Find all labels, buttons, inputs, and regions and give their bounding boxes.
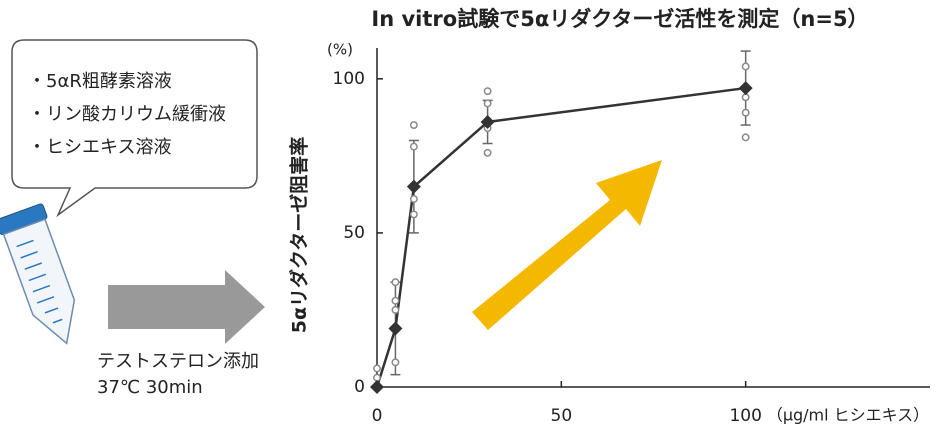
replicate-point bbox=[483, 87, 492, 96]
mean-point bbox=[370, 380, 384, 394]
replicate-point bbox=[391, 306, 400, 314]
process-arrow bbox=[108, 270, 265, 344]
replicate-point bbox=[483, 99, 492, 108]
bubble-line: ・ヒシエキス溶液 bbox=[28, 137, 171, 158]
replicate-point bbox=[391, 296, 400, 305]
mean-line bbox=[375, 86, 746, 388]
replicate-point bbox=[483, 148, 492, 157]
y-unit: (%) bbox=[327, 41, 353, 59]
y-tick-label: 0 bbox=[354, 377, 365, 397]
mean-point bbox=[406, 179, 421, 194]
test-tube bbox=[0, 203, 76, 345]
replicate-point bbox=[741, 62, 750, 71]
speech-bubble bbox=[11, 39, 258, 218]
replicate-point bbox=[409, 195, 418, 203]
y-axis-label: 5αリダクターゼ阻害率 bbox=[288, 137, 311, 334]
replicate-point bbox=[373, 364, 381, 373]
step-line: テストステロン添加 bbox=[97, 351, 259, 372]
mean-point bbox=[480, 114, 495, 129]
replicate-point bbox=[741, 93, 750, 102]
x-tick-label: 0 bbox=[372, 406, 383, 426]
x-tick-label: 100 bbox=[729, 406, 761, 426]
trend-arrow bbox=[472, 160, 662, 330]
mean-point bbox=[738, 81, 753, 96]
replicate-point bbox=[391, 278, 400, 287]
replicate-point bbox=[391, 358, 400, 367]
replicate-point bbox=[409, 142, 418, 151]
x-tick-label: 50 bbox=[551, 406, 573, 426]
replicate-point bbox=[741, 108, 750, 117]
chart-title: In vitro試験で5αリダクターゼ活性を測定（n=5） bbox=[371, 7, 868, 31]
bubble-line: ・5αR粗酵素溶液 bbox=[28, 71, 172, 92]
replicate-point bbox=[409, 210, 418, 219]
replicate-point bbox=[373, 373, 381, 382]
step-line: 37℃ 30min bbox=[97, 377, 203, 398]
mean-point bbox=[388, 321, 403, 336]
replicate-point bbox=[409, 121, 418, 129]
bubble-line: ・リン酸カリウム緩衝液 bbox=[28, 104, 226, 125]
y-tick-label: 50 bbox=[343, 223, 365, 243]
y-tick-label: 100 bbox=[333, 69, 365, 89]
x-unit: （μg/ml ヒシエキス） bbox=[767, 406, 929, 425]
replicate-point bbox=[741, 133, 750, 142]
